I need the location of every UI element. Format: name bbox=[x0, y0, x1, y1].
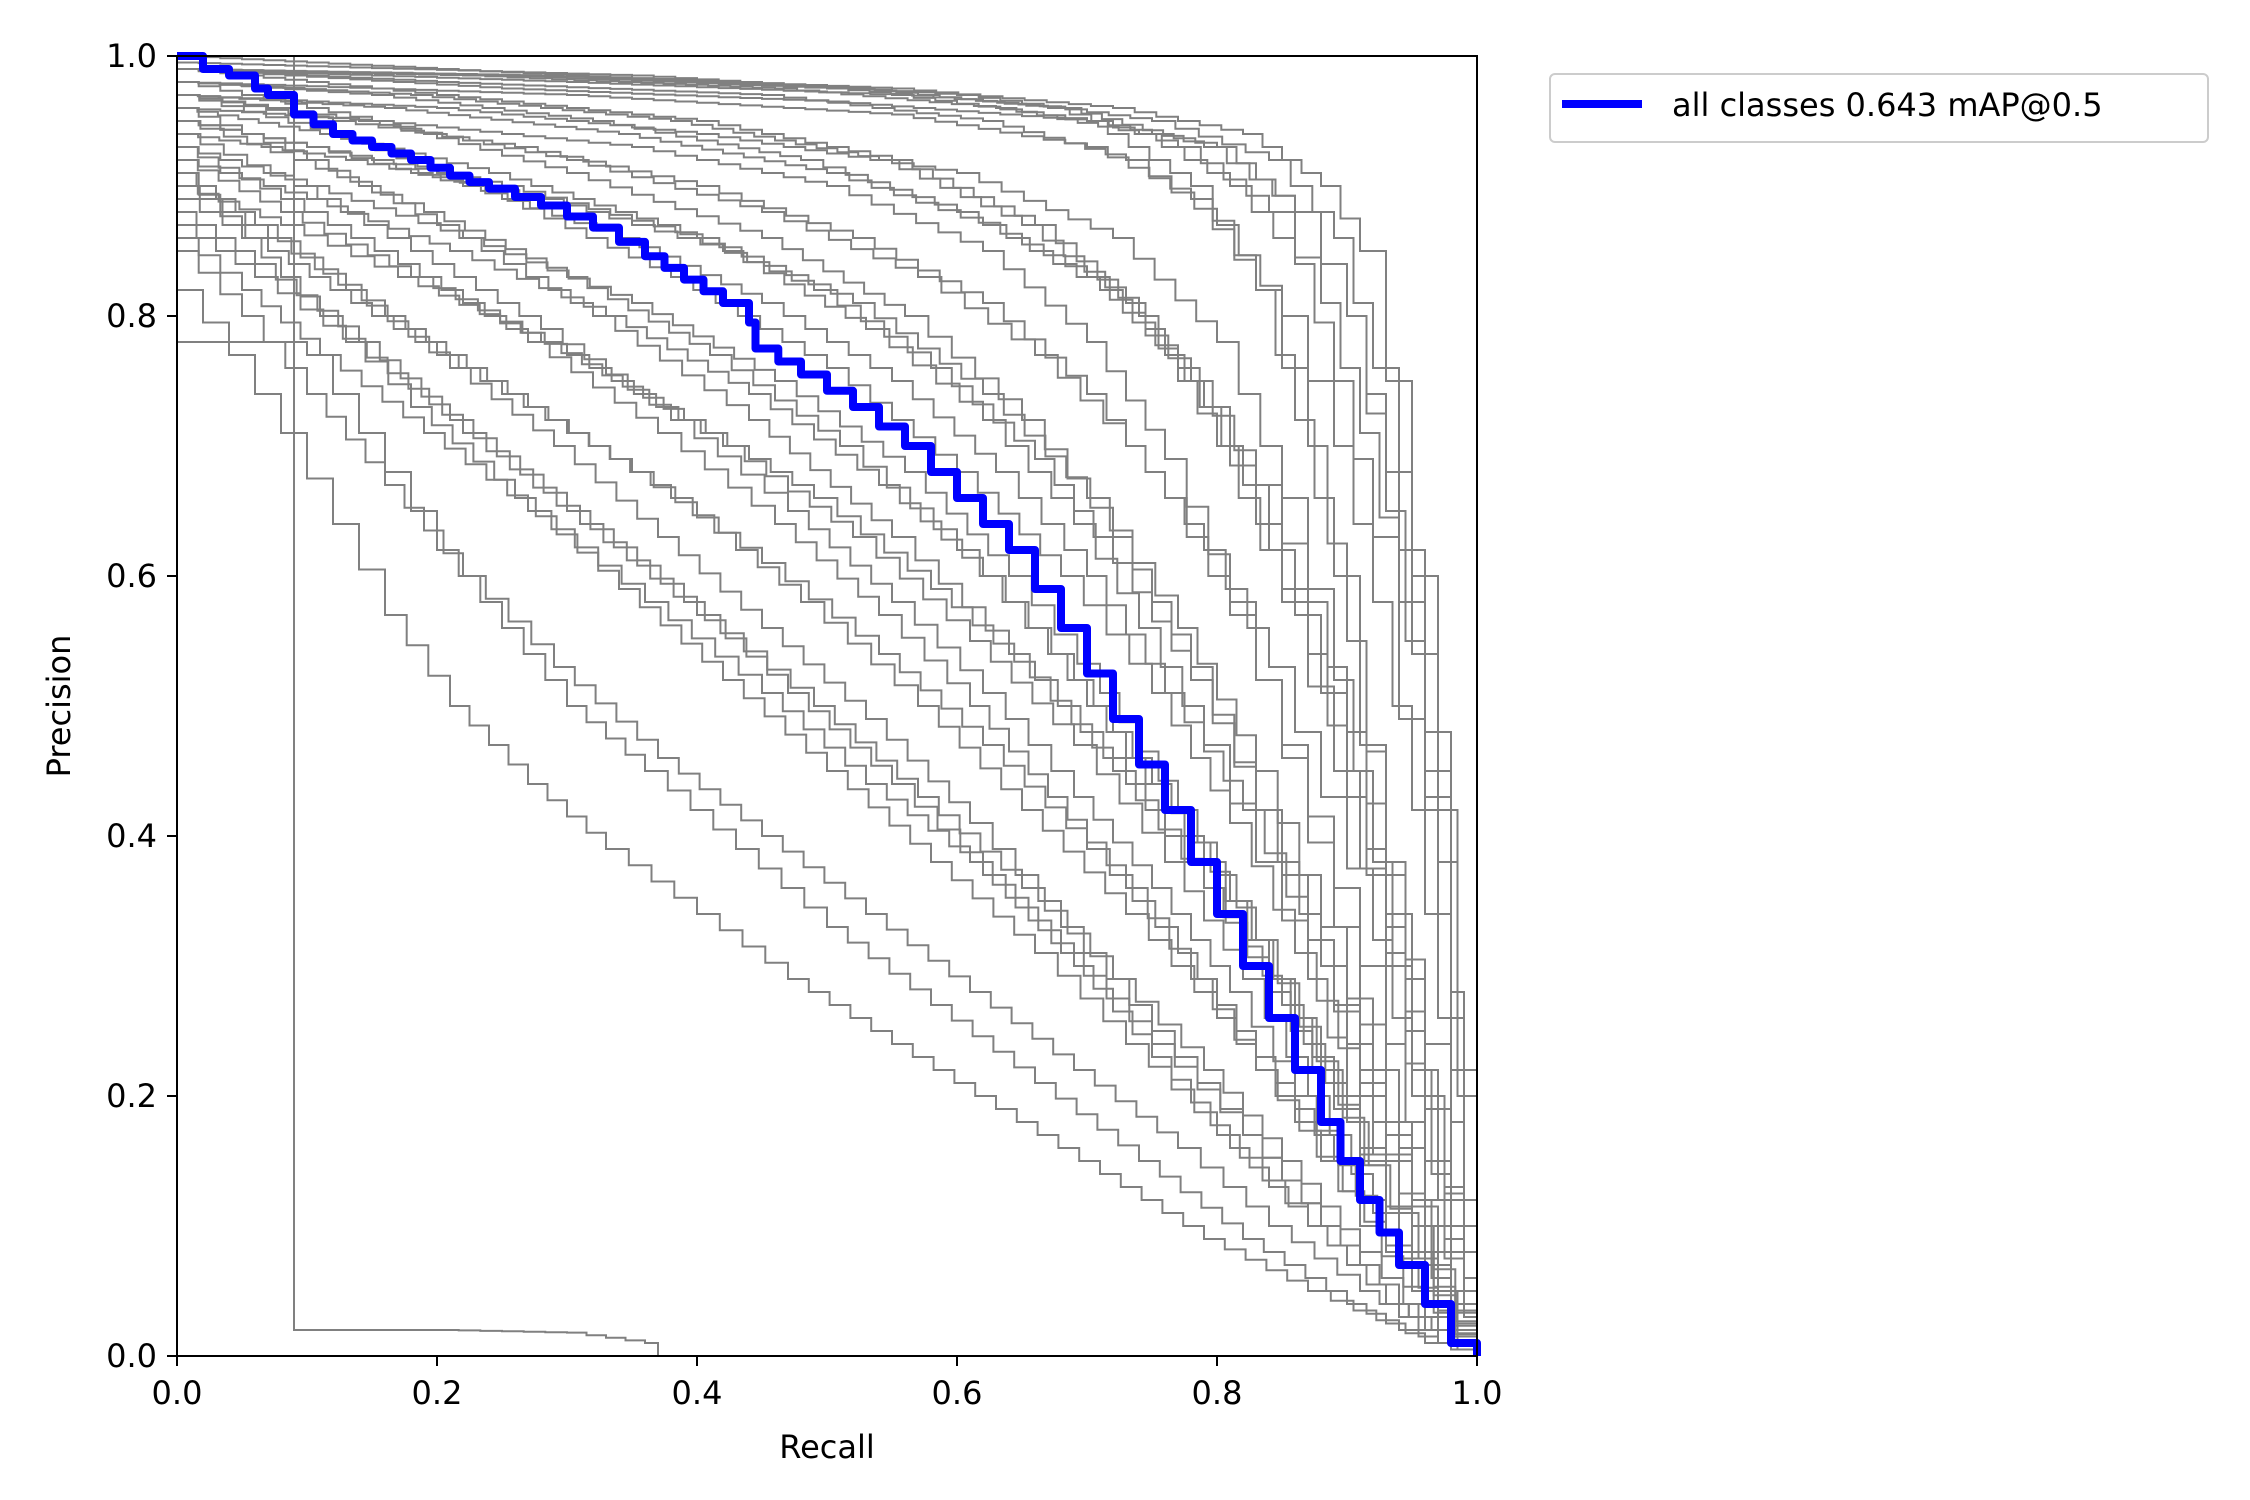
class-curve-21 bbox=[177, 289, 1478, 1356]
class-curve-40 bbox=[177, 68, 1478, 1356]
y-tick-label-4: 0.8 bbox=[106, 297, 157, 335]
class-curve-28 bbox=[177, 55, 697, 1357]
class-curve-33 bbox=[177, 81, 1478, 1356]
series-lines bbox=[177, 52, 1481, 1356]
class-curve-14 bbox=[177, 68, 1478, 1356]
plot-frame bbox=[176, 55, 1478, 1357]
y-axis-label: Precision bbox=[40, 635, 78, 778]
class-curve-35 bbox=[177, 120, 1478, 1356]
class-curve-9 bbox=[177, 146, 1478, 1356]
class-curve-3 bbox=[177, 94, 1478, 1356]
class-curve-31 bbox=[177, 133, 1478, 1356]
y-tick-label-1: 0.2 bbox=[106, 1077, 157, 1115]
legend-label-all-classes: all classes 0.643 mAP@0.5 bbox=[1672, 86, 2103, 124]
x-tick-label-3: 0.6 bbox=[932, 1374, 983, 1412]
x-tick-label-0: 0.0 bbox=[152, 1374, 203, 1412]
class-curve-18 bbox=[177, 172, 1478, 1356]
class-curves bbox=[177, 55, 1478, 1357]
y-tick-label-3: 0.6 bbox=[106, 557, 157, 595]
class-curve-41 bbox=[177, 172, 1478, 1356]
class-curve-26 bbox=[177, 146, 1478, 1356]
class-curve-25 bbox=[177, 94, 1478, 1356]
class-curve-32 bbox=[177, 224, 1478, 1356]
y-tick-label-0: 0.0 bbox=[106, 1337, 157, 1375]
series-line-all-classes bbox=[177, 52, 1481, 1356]
class-curve-6 bbox=[177, 68, 1478, 1356]
x-tick-label-5: 1.0 bbox=[1452, 1374, 1503, 1412]
class-curve-29 bbox=[177, 341, 1478, 1356]
legend-box bbox=[1549, 73, 2209, 143]
y-tick-label-5: 1.0 bbox=[106, 37, 157, 75]
class-curve-11 bbox=[177, 159, 1478, 1356]
class-curve-24 bbox=[177, 198, 1478, 1356]
class-curve-37 bbox=[177, 237, 1478, 1356]
x-axis-label: Recall bbox=[779, 1428, 874, 1466]
class-curve-15 bbox=[177, 133, 1478, 1356]
class-curve-12 bbox=[177, 107, 1478, 1356]
x-tick-label-4: 0.8 bbox=[1192, 1374, 1243, 1412]
class-curve-20 bbox=[177, 250, 1478, 1356]
class-curve-34 bbox=[177, 185, 1478, 1356]
class-curve-38 bbox=[177, 94, 1478, 1356]
class-curve-2 bbox=[177, 81, 1478, 1356]
y-tick-label-2: 0.4 bbox=[106, 817, 157, 855]
x-tick-label-2: 0.4 bbox=[672, 1374, 723, 1412]
class-curve-10 bbox=[177, 94, 1478, 1356]
class-curve-39 bbox=[177, 159, 1478, 1356]
class-curve-23 bbox=[177, 81, 1478, 1356]
y-axis-ticks: 0.0 0.2 0.4 0.6 0.8 1.0 bbox=[106, 37, 177, 1375]
x-axis-ticks: 0.0 0.2 0.4 0.6 0.8 1.0 bbox=[152, 1356, 1503, 1412]
class-curve-36 bbox=[177, 68, 1478, 1356]
legend: all classes 0.643 mAP@0.5 bbox=[1549, 73, 2209, 143]
x-tick-label-1: 0.2 bbox=[412, 1374, 463, 1412]
